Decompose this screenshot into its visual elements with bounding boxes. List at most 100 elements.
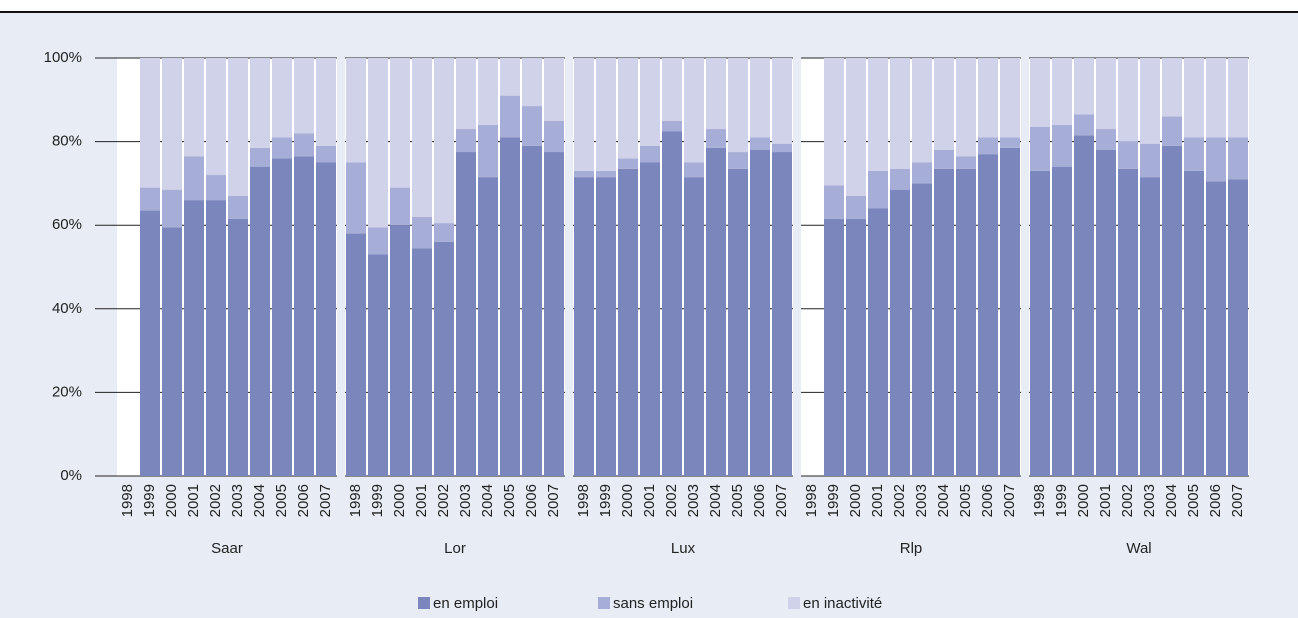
bar-segment <box>1118 141 1138 169</box>
bar-segment <box>640 58 660 146</box>
y-tick-label: 40% <box>52 300 82 317</box>
bar-segment <box>1052 124 1072 167</box>
x-tick-label: 2002 <box>1119 484 1136 517</box>
x-tick-label: 1999 <box>369 484 386 517</box>
x-tick-label: 2005 <box>273 484 290 517</box>
bar-segment <box>500 58 520 96</box>
x-tick-label: 2001 <box>185 484 202 517</box>
bar-segment <box>228 195 248 219</box>
y-tick-label: 80% <box>52 133 82 150</box>
x-tick-label: 1998 <box>347 484 364 517</box>
bar-segment <box>294 156 314 477</box>
x-tick-label: 1998 <box>1031 484 1048 517</box>
bar-segment <box>544 152 564 477</box>
group-label: Lor <box>444 540 466 557</box>
bar-segment <box>956 156 976 169</box>
bar-segment <box>1074 114 1094 136</box>
x-tick-label: 2001 <box>869 484 886 517</box>
x-tick-label: 2002 <box>663 484 680 517</box>
bar-segment <box>544 58 564 121</box>
x-tick-label: 1999 <box>597 484 614 517</box>
bar-segment <box>728 168 748 476</box>
bar-segment <box>1140 177 1160 476</box>
bar-segment <box>162 189 182 228</box>
x-tick-label: 1998 <box>119 484 136 517</box>
group-label: Lux <box>671 540 696 557</box>
x-tick-label: 2002 <box>207 484 224 517</box>
bar-segment <box>1206 181 1226 476</box>
bar-segment <box>596 170 616 178</box>
bar-segment <box>250 58 270 148</box>
bar-segment <box>978 137 998 155</box>
bar-segment <box>1162 58 1182 117</box>
bar-segment <box>228 58 248 196</box>
x-tick-label: 2004 <box>479 484 496 517</box>
y-tick-label: 0% <box>60 467 82 484</box>
x-tick-label: 2007 <box>1229 484 1246 517</box>
bar-segment <box>772 143 792 153</box>
bar-segment <box>1074 58 1094 115</box>
bar-segment <box>1052 58 1072 125</box>
x-tick-label: 2000 <box>163 484 180 517</box>
bar-segment <box>184 58 204 157</box>
bar-segment <box>1228 137 1248 180</box>
bar-segment <box>750 58 770 138</box>
bar-segment <box>978 58 998 138</box>
bar-segment <box>1140 58 1160 144</box>
bar-segment <box>728 152 748 169</box>
y-tick-label: 100% <box>44 49 82 66</box>
bar-segment <box>1030 170 1050 477</box>
x-tick-label: 2000 <box>847 484 864 517</box>
bar-segment <box>956 168 976 476</box>
bar-segment <box>868 208 888 477</box>
bar-segment <box>890 58 910 169</box>
legend-swatch <box>418 597 430 609</box>
bar-segment <box>912 183 932 476</box>
bar-segment <box>618 58 638 159</box>
bar-segment <box>1228 58 1248 138</box>
bar-segment <box>346 58 366 163</box>
bar-segment <box>890 168 910 190</box>
bar-segment <box>978 154 998 476</box>
bar-segment <box>478 177 498 476</box>
x-tick-label: 1999 <box>1053 484 1070 517</box>
x-tick-label: 2006 <box>1207 484 1224 517</box>
x-tick-label: 2004 <box>251 484 268 517</box>
bar-segment <box>1140 143 1160 178</box>
bar-segment <box>750 149 770 476</box>
bar-segment <box>140 187 160 211</box>
bar-segment <box>934 58 954 150</box>
bar-segment <box>434 223 454 242</box>
bar-segment <box>316 58 336 146</box>
bar-segment <box>162 58 182 190</box>
bar-segment <box>912 58 932 163</box>
bar-segment <box>706 147 726 476</box>
bar-segment <box>206 175 226 201</box>
bar-segment <box>684 177 704 476</box>
bar-segment <box>1074 135 1094 476</box>
bar-segment <box>412 248 432 476</box>
bar-segment <box>1096 149 1116 476</box>
bar-segment <box>1162 145 1182 476</box>
x-tick-label: 2002 <box>435 484 452 517</box>
x-tick-label: 2003 <box>457 484 474 517</box>
bar-segment <box>824 58 844 186</box>
bar-segment <box>140 210 160 476</box>
x-tick-label: 2001 <box>1097 484 1114 517</box>
bar-segment <box>618 158 638 169</box>
bar-segment <box>1000 137 1020 148</box>
bar-segment <box>596 177 616 476</box>
bar-segment <box>618 168 638 476</box>
x-tick-label: 1998 <box>803 484 820 517</box>
bar-segment <box>522 58 542 107</box>
legend-label: sans emploi <box>613 595 693 612</box>
bar-segment <box>706 58 726 130</box>
bar-segment <box>1184 137 1204 171</box>
x-tick-label: 2003 <box>913 484 930 517</box>
bar-segment <box>662 131 682 476</box>
y-tick-label: 20% <box>52 383 82 400</box>
bar-segment <box>478 124 498 178</box>
bar-segment <box>934 149 954 169</box>
bar-segment <box>868 170 888 209</box>
